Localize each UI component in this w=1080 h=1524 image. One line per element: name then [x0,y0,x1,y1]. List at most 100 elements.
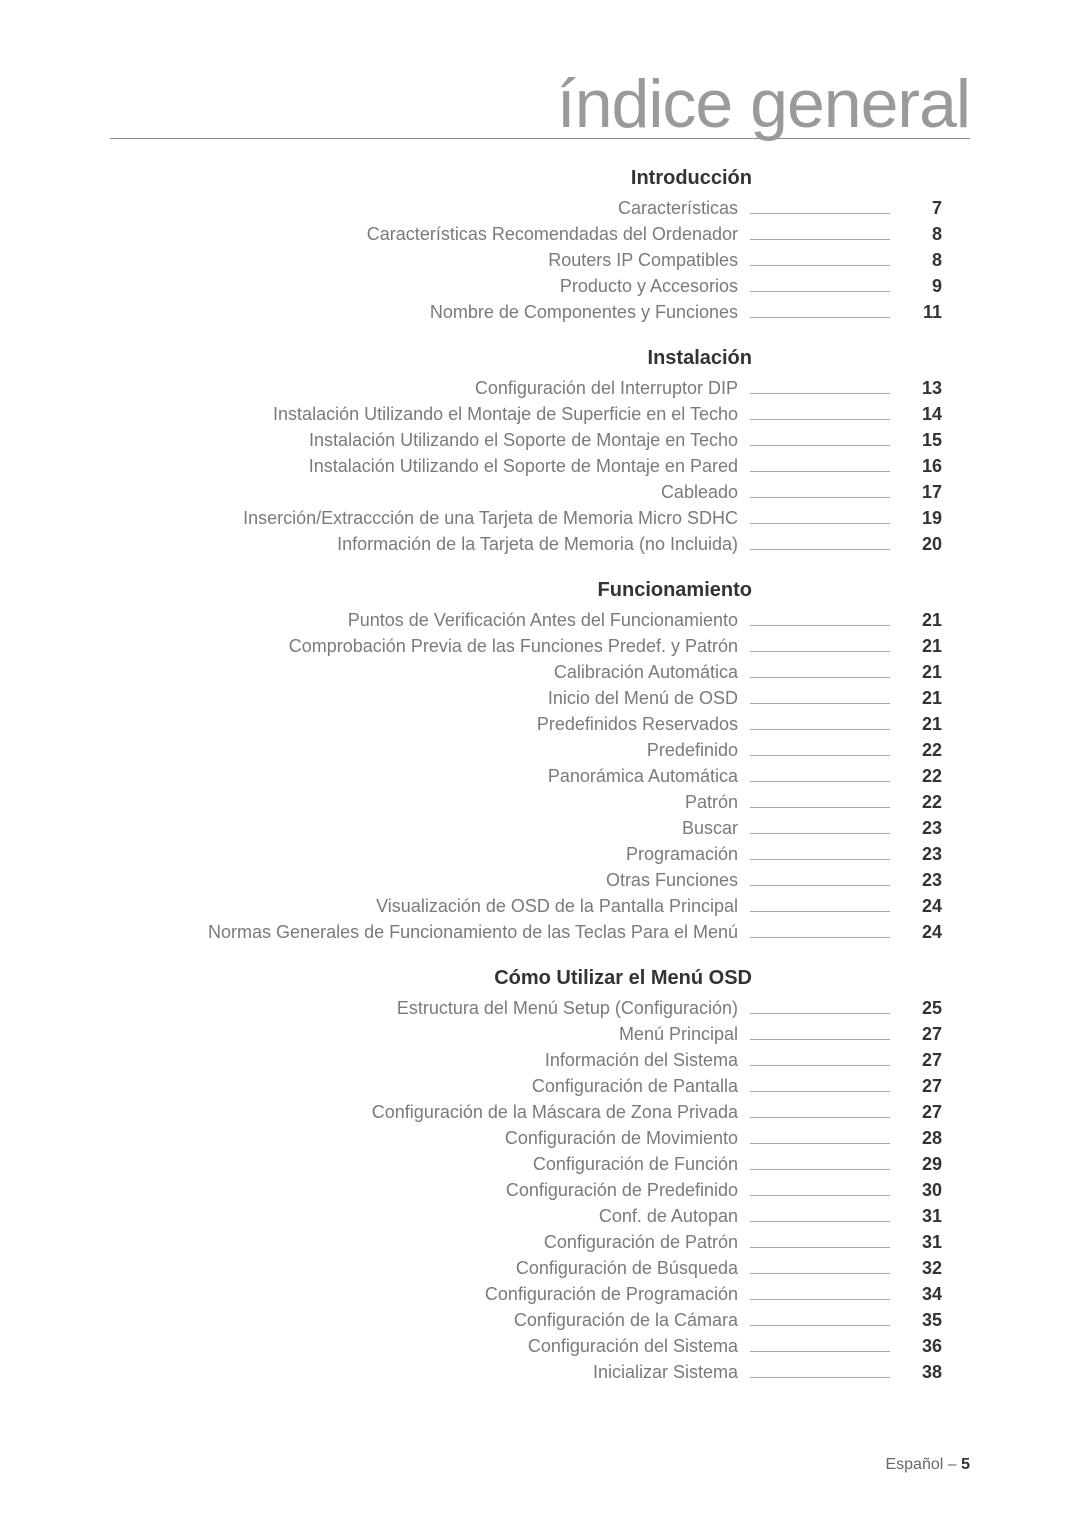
toc-row: Instalación Utilizando el Montaje de Sup… [110,404,970,425]
toc-page-number: 35 [902,1310,942,1331]
toc-row: Estructura del Menú Setup (Configuración… [110,998,970,1019]
toc-leader [750,927,890,938]
toc-leader [750,1003,890,1014]
toc-leader [750,1029,890,1040]
toc-label: Información del Sistema [110,1050,750,1071]
toc-leader [750,539,890,550]
toc-row: Predefinido22 [110,740,970,761]
toc-leader [750,1263,890,1274]
toc-page-number: 24 [902,896,942,917]
toc-page-number: 16 [902,456,942,477]
toc-row: Normas Generales de Funcionamiento de la… [110,922,970,943]
toc-leader [750,1289,890,1300]
toc-row: Panorámica Automática22 [110,766,970,787]
toc-label: Producto y Accesorios [110,276,750,297]
toc-page-number: 32 [902,1258,942,1279]
toc-label: Menú Principal [110,1024,750,1045]
toc-leader [750,615,890,626]
toc-leader [750,797,890,808]
toc-page-number: 22 [902,792,942,813]
toc-row: Inicio del Menú de OSD21 [110,688,970,709]
section-heading: Cómo Utilizar el Menú OSD [110,967,752,990]
toc-row: Puntos de Verificación Antes del Funcion… [110,610,970,631]
toc-label: Configuración de Programación [110,1284,750,1305]
toc-label: Normas Generales de Funcionamiento de la… [110,922,750,943]
toc-label: Otras Funciones [110,870,750,891]
toc-leader [750,1081,890,1092]
toc-label: Configuración de la Máscara de Zona Priv… [110,1102,750,1123]
toc-section: Instalación Configuración del Interruptor… [110,347,970,555]
toc-leader [750,513,890,524]
toc-row: Conf. de Autopan31 [110,1206,970,1227]
page-title: índice general [110,70,970,139]
toc-leader [750,641,890,652]
toc-page-number: 14 [902,404,942,425]
toc-leader [750,1367,890,1378]
toc-leader [750,849,890,860]
toc-page-number: 24 [902,922,942,943]
toc-leader [750,1341,890,1352]
toc-row: Calibración Automática21 [110,662,970,683]
toc-row: Configuración de Búsqueda32 [110,1258,970,1279]
toc-label: Inserción/Extraccción de una Tarjeta de … [110,508,750,529]
toc-page-number: 21 [902,662,942,683]
toc-label: Configuración de Predefinido [110,1180,750,1201]
toc-leader [750,487,890,498]
toc-row: Configuración de Movimiento28 [110,1128,970,1149]
toc-row: Configuración de la Cámara 35 [110,1310,970,1331]
toc-label: Configuración de la Cámara [110,1310,750,1331]
toc-page-number: 23 [902,844,942,865]
toc-label: Predefinido [110,740,750,761]
toc-row: Configuración de Pantalla27 [110,1076,970,1097]
toc-page-number: 31 [902,1206,942,1227]
toc-label: Características [110,198,750,219]
toc-leader [750,1211,890,1222]
toc-row: Producto y Accesorios9 [110,276,970,297]
toc-leader [750,745,890,756]
toc-label: Nombre de Componentes y Funciones [110,302,750,323]
toc-label: Programación [110,844,750,865]
toc-label: Características Recomendadas del Ordenad… [110,224,750,245]
toc-row: Configuración del Sistema36 [110,1336,970,1357]
toc-leader [750,383,890,394]
toc-row: Buscar23 [110,818,970,839]
toc-label: Visualización de OSD de la Pantalla Prin… [110,896,750,917]
toc-leader [750,1133,890,1144]
toc-row: Patrón22 [110,792,970,813]
toc-label: Predefinidos Reservados [110,714,750,735]
toc-label: Configuración del Interruptor DIP [110,378,750,399]
toc-label: Cableado [110,482,750,503]
toc-page-number: 17 [902,482,942,503]
toc-label: Inicio del Menú de OSD [110,688,750,709]
toc-label: Inicializar Sistema [110,1362,750,1383]
toc-page-number: 11 [902,302,942,323]
toc-page-number: 27 [902,1050,942,1071]
toc-row: Inicializar Sistema 38 [110,1362,970,1383]
toc-leader [750,409,890,420]
toc-leader [750,461,890,472]
footer-page-number: 5 [961,1456,970,1473]
toc-label: Comprobación Previa de las Funciones Pre… [110,636,750,657]
toc-page-number: 29 [902,1154,942,1175]
toc-page-number: 21 [902,636,942,657]
section-heading: Instalación [110,347,752,370]
toc-page-number: 27 [902,1076,942,1097]
toc-page-number: 38 [902,1362,942,1383]
toc-leader [750,307,890,318]
toc-leader [750,1237,890,1248]
toc-leader [750,693,890,704]
page-footer: Español – 5 [885,1456,970,1474]
toc-row: Instalación Utilizando el Soporte de Mon… [110,430,970,451]
toc-page-number: 27 [902,1024,942,1045]
toc-section: IntroducciónCaracterísticas7Característi… [110,167,970,323]
footer-language: Español – [885,1456,956,1473]
toc-label: Instalación Utilizando el Soporte de Mon… [110,430,750,451]
toc-row: Configuración de Función29 [110,1154,970,1175]
toc-row: Otras Funciones23 [110,870,970,891]
toc-page-number: 27 [902,1102,942,1123]
toc-row: Información de la Tarjeta de Memoria (no… [110,534,970,555]
toc-row: Comprobación Previa de las Funciones Pre… [110,636,970,657]
toc-page-number: 23 [902,818,942,839]
toc-leader [750,719,890,730]
section-heading: Introducción [110,167,752,190]
